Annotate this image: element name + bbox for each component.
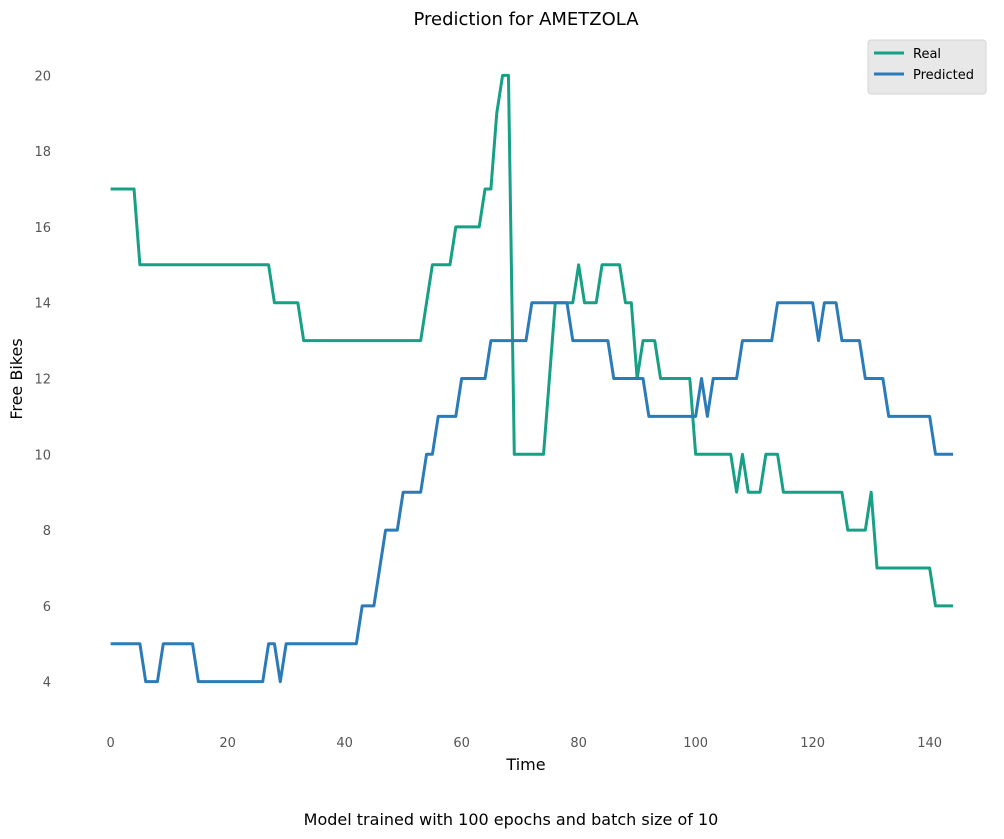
- x-tick-label: 0: [106, 736, 114, 751]
- y-axis-ticks: 4 6 8 10 12 14 16 18 20: [34, 69, 51, 690]
- x-tick-label: 80: [570, 736, 587, 751]
- x-tick-label: 120: [800, 736, 825, 751]
- x-tick-label: 100: [683, 736, 708, 751]
- series-layer: [110, 73, 954, 684]
- y-tick-label: 12: [34, 373, 51, 388]
- legend-label: Real: [913, 47, 941, 62]
- y-tick-label: 14: [34, 297, 51, 312]
- y-tick-label: 20: [34, 69, 51, 84]
- x-axis-label: Time: [505, 755, 545, 774]
- x-tick-label: 60: [453, 736, 470, 751]
- legend: Real Predicted: [867, 39, 987, 95]
- series-line-real: [110, 73, 954, 608]
- x-tick-label: 40: [336, 736, 353, 751]
- y-tick-label: 16: [34, 221, 51, 236]
- y-tick-label: 6: [43, 600, 51, 615]
- y-tick-label: 8: [43, 524, 51, 539]
- chart-caption: Model trained with 100 epochs and batch …: [304, 810, 719, 829]
- y-axis-label: Free Bikes: [7, 338, 26, 419]
- series-line-predicted: [110, 301, 954, 684]
- x-axis-ticks: 0 20 40 60 80 100 120 140: [106, 736, 942, 751]
- x-tick-label: 140: [917, 736, 942, 751]
- x-tick-label: 20: [219, 736, 236, 751]
- legend-label: Predicted: [913, 68, 974, 83]
- y-tick-label: 18: [34, 145, 51, 160]
- chart-title: Prediction for AMETZOLA: [413, 9, 639, 30]
- y-tick-label: 10: [34, 448, 51, 463]
- y-tick-label: 4: [43, 676, 51, 691]
